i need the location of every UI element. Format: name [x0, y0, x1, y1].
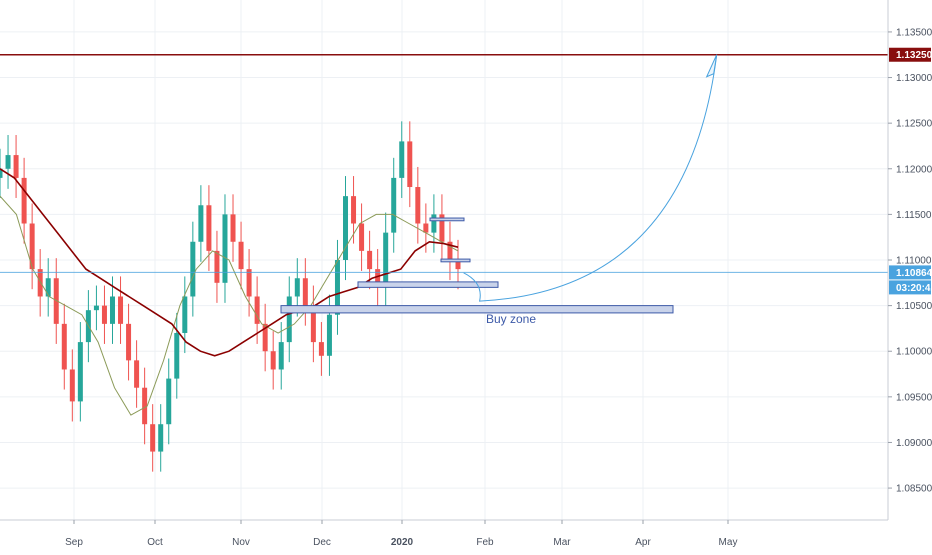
candle-body — [455, 260, 461, 270]
candle-body — [29, 223, 35, 270]
x-axis-tick-label: Sep — [65, 537, 83, 548]
target-price-tag-bg — [889, 47, 931, 62]
chart-drawings[interactable]: Buy zone — [0, 53, 888, 326]
candle-body — [101, 305, 107, 324]
support-box[interactable] — [357, 281, 499, 288]
x-axis-tick-label: Feb — [476, 537, 494, 548]
candle-body — [222, 214, 228, 283]
y-axis-tick-label: 1.08500 — [896, 484, 932, 495]
candle-body — [150, 424, 156, 452]
candle-body — [21, 177, 27, 224]
projection-arrow-head — [705, 54, 718, 78]
candle-body — [13, 155, 19, 178]
candle-body — [270, 351, 276, 370]
candle-body — [142, 387, 148, 425]
buy-zone-label: Buy zone — [486, 312, 536, 326]
candle-body — [302, 278, 308, 306]
candle-body — [351, 196, 357, 224]
chart-series — [0, 121, 461, 472]
y-axis-tick-label: 1.10500 — [896, 301, 932, 312]
candle-body — [407, 141, 413, 188]
support-box[interactable] — [429, 217, 465, 222]
current-price-tag-bg — [889, 265, 931, 280]
candle-body — [286, 296, 292, 343]
candle-body — [198, 205, 204, 242]
candle-body — [238, 241, 244, 270]
candle-body — [166, 378, 172, 425]
candle-body — [214, 250, 220, 283]
y-axis-tick-label: 1.09000 — [896, 438, 932, 449]
buy-zone-box[interactable] — [280, 305, 674, 314]
candle-body — [206, 205, 212, 251]
y-axis-tick-label: 1.13500 — [896, 27, 932, 38]
x-axis-tick-label: Mar — [553, 537, 571, 548]
y-axis-tick-label: 1.10000 — [896, 347, 932, 358]
x-axis-tick-label: Oct — [147, 537, 163, 548]
candle-body — [37, 269, 43, 297]
countdown-tag: 03:20:42 — [896, 283, 932, 294]
candle-body — [310, 305, 316, 343]
candle-body — [230, 214, 236, 242]
candle-body — [367, 250, 373, 270]
candle-body — [383, 232, 389, 288]
candle-body — [439, 214, 445, 242]
candle-body — [294, 278, 300, 297]
candle-body — [431, 214, 437, 233]
candle-body — [334, 260, 340, 315]
candle-body — [318, 342, 324, 356]
candle-body — [254, 296, 260, 324]
candle-body — [61, 323, 67, 370]
candle-body — [118, 296, 124, 324]
candle-body — [77, 342, 83, 402]
candle-body — [45, 278, 51, 297]
y-axis-tick-label: 1.12500 — [896, 119, 932, 130]
x-axis-tick-label: 2020 — [391, 537, 414, 548]
y-axis-tick-label: 1.12000 — [896, 164, 932, 175]
candle-body — [278, 342, 284, 370]
y-axis-tick-label: 1.11500 — [896, 210, 932, 221]
current-price-tag: 1.10864 — [896, 268, 932, 279]
candle-body — [69, 369, 75, 402]
target-price-tag: 1.13250 — [896, 50, 932, 61]
candle-body — [262, 323, 268, 352]
y-axis-tick-label: 1.13000 — [896, 73, 932, 84]
candle-body — [5, 155, 11, 169]
countdown-tag-bg — [889, 280, 931, 295]
candle-body — [447, 241, 453, 260]
candle-body — [326, 314, 332, 356]
y-axis-tick-label: 1.09500 — [896, 392, 932, 403]
candle-body — [174, 332, 180, 379]
candle-body — [391, 177, 397, 233]
candle-body — [359, 223, 365, 251]
candle-body — [375, 269, 381, 288]
candle-body — [93, 305, 99, 311]
projection-path[interactable] — [463, 54, 718, 302]
candle-body — [0, 168, 3, 178]
x-axis-tick-label: Nov — [232, 537, 250, 548]
candle-body — [246, 269, 252, 297]
candle-body — [182, 296, 188, 333]
moving-average-long-line — [0, 168, 459, 357]
x-axis-tick-label: May — [719, 537, 738, 548]
candle-body — [423, 223, 429, 233]
candle-body — [158, 424, 164, 452]
candle-body — [190, 241, 196, 297]
candle-body — [134, 360, 140, 388]
y-axis-tick-label: 1.11000 — [896, 256, 932, 267]
support-box[interactable] — [440, 258, 471, 263]
candle-body — [415, 187, 421, 224]
candle-body — [109, 296, 115, 324]
x-axis-tick-label: Apr — [635, 537, 651, 548]
moving-average-short-line — [0, 195, 459, 416]
candle-body — [126, 323, 132, 361]
candle-body — [399, 141, 405, 178]
candle-body — [343, 196, 349, 260]
x-axis-tick-label: Dec — [313, 537, 331, 548]
